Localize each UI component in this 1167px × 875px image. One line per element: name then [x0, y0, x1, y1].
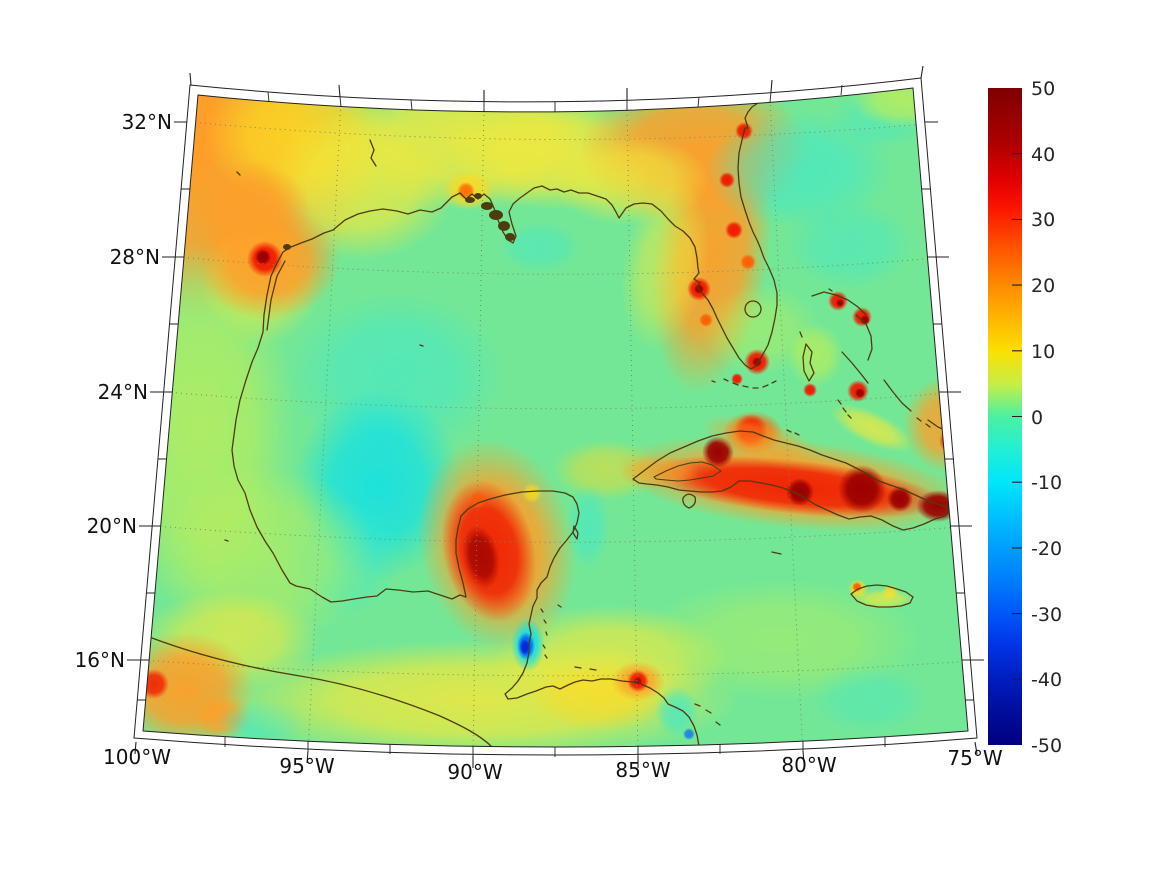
- longitude-labels: 100°W 95°W 90°W 85°W 80°W 75°W: [103, 745, 1003, 784]
- lon-label-85w: 85°W: [615, 758, 670, 782]
- cb-label-m40: -40: [1031, 669, 1062, 691]
- colorbar-ticks: [1012, 153, 1022, 680]
- island-cozumel: [572, 525, 579, 540]
- louisiana-lake: [369, 139, 377, 167]
- axis-ticks: [127, 65, 984, 768]
- cb-label-20: 20: [1031, 275, 1055, 297]
- delta-marsh-islands: [283, 193, 515, 250]
- cb-label-10: 10: [1031, 341, 1055, 363]
- cb-label-m10: -10: [1031, 472, 1062, 494]
- frame-crossbars: [137, 84, 974, 757]
- latitude-labels: 32°N 28°N 24°N 20°N 16°N: [75, 110, 172, 672]
- colorbar-tick-labels: 50 40 30 20 10 0 -10 -20 -30 -40 -50: [1031, 78, 1062, 757]
- islands-belize-cays: [540, 608, 548, 659]
- misc-small-islands: [224, 171, 562, 608]
- lat-label-16n: 16°N: [75, 648, 125, 672]
- cb-label-m20: -20: [1031, 538, 1062, 560]
- coastline-continental: [231, 98, 778, 747]
- coastline-pacific-mexico: [151, 637, 493, 747]
- lat-label-28n: 28°N: [110, 245, 160, 269]
- lon-label-90w: 90°W: [447, 760, 502, 784]
- graticule-gridlines: [143, 99, 968, 747]
- islands-florida-keys: [711, 378, 777, 389]
- island-isla-juventud: [682, 493, 697, 509]
- lat-label-32n: 32°N: [122, 110, 172, 134]
- lake-okeechobee: [744, 300, 762, 318]
- coastline-cuba-inner: [653, 461, 722, 482]
- coastline-cuba: [632, 430, 951, 531]
- islands-bay-islands: [574, 666, 721, 726]
- island-jamaica: [850, 584, 914, 608]
- lon-label-95w: 95°W: [279, 754, 334, 778]
- texas-barrier-island: [266, 260, 286, 331]
- frame-outer-boundary: [133, 77, 978, 756]
- lon-label-100w: 100°W: [103, 745, 171, 769]
- island-cayman: [771, 551, 782, 555]
- lat-label-24n: 24°N: [98, 380, 148, 404]
- lon-label-80w: 80°W: [781, 753, 836, 777]
- cb-label-m30: -30: [1031, 604, 1062, 626]
- colorbar: 50 40 30 20 10 0 -10 -20 -30 -40 -50: [988, 78, 1062, 757]
- cb-label-40: 40: [1031, 144, 1055, 166]
- lon-label-75w: 75°W: [947, 746, 1002, 770]
- islands-bahamas: [786, 288, 959, 440]
- coastlines: [151, 98, 959, 747]
- lat-label-20n: 20°N: [87, 514, 137, 538]
- frame-inner-boundary: [142, 87, 969, 748]
- cb-label-30: 30: [1031, 209, 1055, 231]
- cb-label-0: 0: [1031, 407, 1043, 429]
- cb-label-m50: -50: [1031, 735, 1062, 757]
- map-frame: [127, 65, 984, 768]
- cb-label-50: 50: [1031, 78, 1055, 100]
